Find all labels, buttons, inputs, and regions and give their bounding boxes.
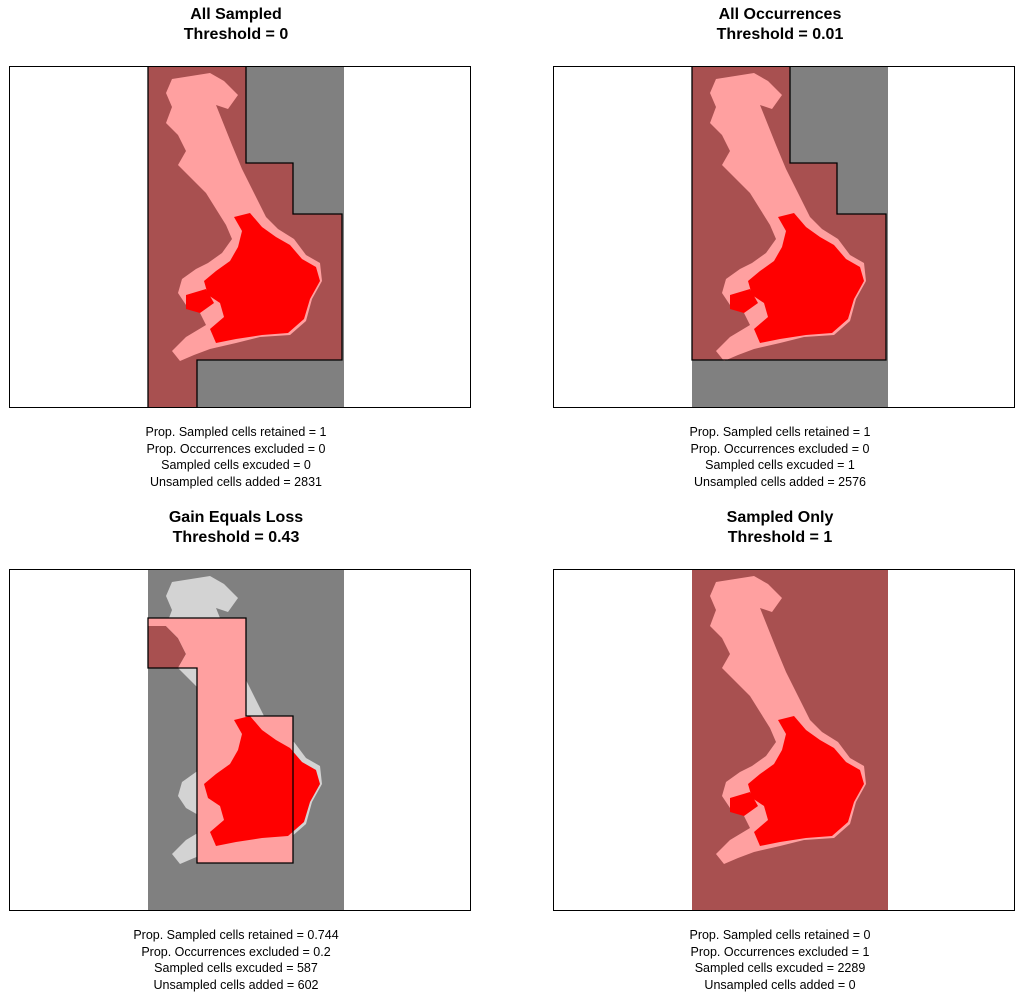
- prop-occurrences-excluded: Prop. Occurrences excluded = 1: [690, 944, 870, 959]
- unsampled-cells-added: Unsampled cells added = 2576: [694, 474, 866, 489]
- map-svg: [691, 67, 888, 407]
- map-plot: [9, 569, 471, 911]
- region-outline: [691, 67, 887, 361]
- occurrence-cells: [730, 213, 864, 343]
- map-svg: [147, 570, 344, 910]
- map-plot: [553, 66, 1015, 408]
- map-plot: [553, 569, 1015, 911]
- prop-occurrences-excluded: Prop. Occurrences excluded = 0.2: [141, 944, 331, 959]
- chart-panel-sampled-only: Sampled Only Threshold = 1 Prop. Sampled…: [544, 503, 1016, 1006]
- region-outline: [147, 67, 343, 407]
- chart-subtitle: Threshold = 0.01: [716, 26, 844, 43]
- chart-subtitle: Threshold = 0: [183, 26, 289, 43]
- sampled-cells-excluded: Sampled cells excuded = 2289: [694, 961, 866, 975]
- occurrence-cells: [186, 213, 320, 343]
- unsampled-cells-added: Unsampled cells added = 2831: [150, 474, 322, 489]
- prop-sampled-retained: Prop. Sampled cells retained = 1: [689, 425, 871, 439]
- sampled-cells-excluded: Sampled cells excuded = 587: [154, 961, 318, 975]
- unsampled-cells-added: Unsampled cells added = 0: [704, 977, 856, 992]
- chart-title: All Sampled: [190, 6, 282, 23]
- prop-occurrences-excluded: Prop. Occurrences excluded = 0: [146, 441, 326, 456]
- chart-title: Gain Equals Loss: [168, 509, 304, 526]
- map-svg: [692, 570, 888, 910]
- stats-block: Prop. Sampled cells retained = 1 Prop. O…: [544, 424, 1016, 490]
- chart-title: All Occurrences: [718, 6, 842, 23]
- chart-panel-all-sampled: All Sampled Threshold = 0 Prop. Sampled …: [0, 0, 472, 503]
- map-svg: [147, 67, 344, 407]
- chart-subtitle: Threshold = 0.43: [172, 529, 300, 546]
- region-outline: [147, 617, 294, 864]
- occurrence-cells: [730, 716, 864, 846]
- prop-occurrences-excluded: Prop. Occurrences excluded = 0: [690, 441, 870, 456]
- sampled-cells-excluded: Sampled cells excuded = 0: [161, 458, 311, 472]
- chart-panel-all-occurrences: All Occurrences Threshold = 0.01 Prop. S…: [544, 0, 1016, 503]
- chart-panel-gain-equals-loss: Gain Equals Loss Threshold = 0.43 Prop. …: [0, 503, 472, 1006]
- prop-sampled-retained: Prop. Sampled cells retained = 0: [689, 928, 871, 942]
- stats-block: Prop. Sampled cells retained = 0 Prop. O…: [544, 927, 1016, 993]
- sampled-cells-excluded: Sampled cells excuded = 1: [705, 458, 855, 472]
- chart-title: Sampled Only: [726, 509, 834, 526]
- prop-sampled-retained: Prop. Sampled cells retained = 1: [145, 425, 327, 439]
- map-plot: [9, 66, 471, 408]
- chart-subtitle: Threshold = 1: [727, 529, 833, 546]
- prop-sampled-retained: Prop. Sampled cells retained = 0.744: [133, 928, 339, 942]
- unsampled-cells-added: Unsampled cells added = 602: [153, 977, 319, 992]
- stats-block: Prop. Sampled cells retained = 1 Prop. O…: [0, 424, 472, 490]
- stats-block: Prop. Sampled cells retained = 0.744 Pro…: [0, 927, 472, 993]
- occurrence-cells: [204, 716, 320, 846]
